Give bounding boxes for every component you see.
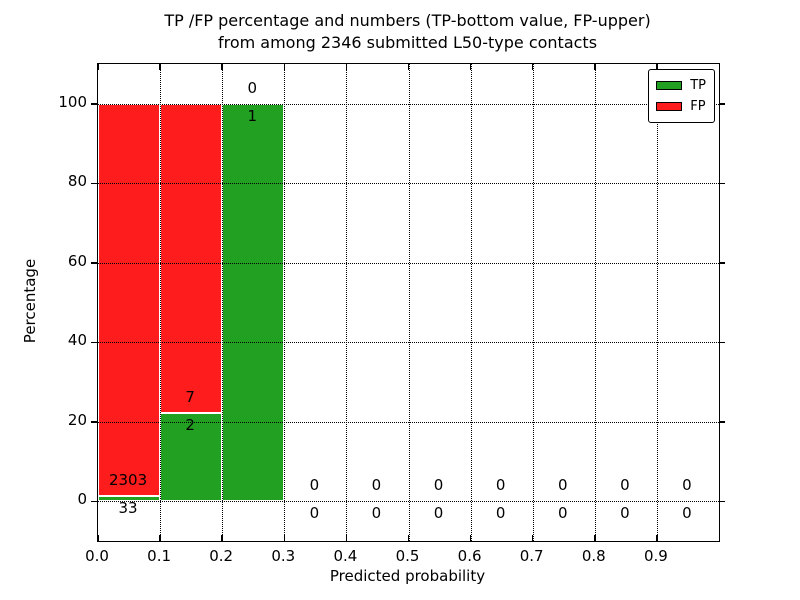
fp-count-label: 0 bbox=[495, 476, 506, 495]
vertical-gridline bbox=[284, 64, 286, 541]
x-tick-mark-bottom bbox=[407, 535, 410, 541]
legend: TP FP bbox=[648, 69, 715, 123]
y-tick-mark-left bbox=[90, 341, 97, 343]
tp-count-label: 0 bbox=[371, 504, 382, 523]
x-tick-mark-top bbox=[345, 64, 348, 70]
vertical-gridline bbox=[160, 64, 162, 541]
y-tick-mark-right bbox=[719, 103, 725, 105]
tp-count-label: 0 bbox=[433, 504, 444, 523]
vertical-gridline bbox=[408, 64, 410, 541]
y-tick-mark-right bbox=[719, 182, 725, 184]
x-tick-mark-top bbox=[221, 64, 223, 70]
vertical-gridline bbox=[532, 64, 534, 541]
x-tick-mark-bottom bbox=[159, 535, 161, 541]
x-tick-mark-bottom bbox=[656, 535, 658, 541]
vertical-gridline bbox=[222, 64, 224, 541]
tp-count-label: 0 bbox=[620, 504, 630, 523]
tp-count-label: 0 bbox=[682, 504, 692, 523]
vertical-gridline bbox=[656, 64, 658, 541]
y-tick-mark-right bbox=[719, 500, 725, 502]
x-tick-label: 0.4 bbox=[333, 547, 358, 565]
y-tick-mark-right bbox=[719, 262, 725, 264]
x-tick-label: 0.2 bbox=[209, 547, 234, 565]
plot-area: TP FP bbox=[90, 63, 725, 542]
x-tick-mark-top bbox=[407, 64, 410, 70]
x-tick-mark-bottom bbox=[345, 535, 348, 541]
y-tick-mark-left bbox=[90, 500, 97, 502]
fp-count-label: 0 bbox=[309, 476, 320, 495]
chart-title-line-1: TP /FP percentage and numbers (TP-bottom… bbox=[164, 11, 651, 30]
fp-count-label: 2303 bbox=[108, 470, 148, 489]
y-tick-mark-left bbox=[90, 103, 97, 105]
tp-count-label: 2 bbox=[185, 415, 195, 434]
fp-count-label: 0 bbox=[682, 476, 692, 495]
x-tick-mark-bottom bbox=[531, 535, 534, 541]
fp-bar-segment bbox=[160, 103, 223, 413]
tp-legend-swatch bbox=[656, 81, 683, 90]
x-tick-mark-top bbox=[159, 64, 161, 70]
x-tick-mark-top bbox=[531, 64, 534, 70]
x-tick-label: 0.5 bbox=[395, 547, 420, 565]
y-tick-mark-right bbox=[719, 341, 725, 343]
x-axis-label: Predicted probability bbox=[329, 567, 486, 585]
y-tick-label: 80 bbox=[67, 172, 87, 191]
tp-bar-segment bbox=[222, 103, 285, 502]
x-tick-mark-top bbox=[594, 64, 596, 70]
x-tick-mark-top bbox=[97, 64, 99, 70]
chart-title: TP /FP percentage and numbers (TP-bottom… bbox=[97, 10, 718, 54]
y-axis-label: Percentage bbox=[21, 258, 39, 344]
x-tick-mark-top bbox=[469, 64, 472, 70]
y-tick-label: 60 bbox=[67, 251, 87, 270]
x-tick-label: 0.3 bbox=[271, 547, 296, 565]
fp-count-label: 0 bbox=[557, 476, 568, 495]
tp-legend-label: TP bbox=[690, 78, 706, 93]
tp-count-label: 0 bbox=[557, 504, 568, 523]
x-tick-label: 0.0 bbox=[85, 547, 109, 565]
vertical-gridline bbox=[594, 64, 596, 541]
tp-bar-segment bbox=[160, 412, 223, 502]
x-tick-label: 0.8 bbox=[581, 547, 606, 565]
y-tick-label: 40 bbox=[67, 331, 87, 350]
y-tick-label: 0 bbox=[77, 490, 87, 509]
tp-count-label: 1 bbox=[247, 106, 258, 125]
x-tick-mark-bottom bbox=[594, 535, 596, 541]
x-tick-mark-top bbox=[283, 64, 286, 70]
vertical-gridline bbox=[470, 64, 472, 541]
fp-count-label: 0 bbox=[371, 476, 382, 495]
y-tick-mark-right bbox=[719, 421, 725, 423]
fp-bar-segment bbox=[98, 103, 161, 496]
chart-title-line-2: from among 2346 submitted L50-type conta… bbox=[217, 33, 598, 52]
x-tick-mark-bottom bbox=[221, 535, 223, 541]
fp-count-label: 7 bbox=[185, 388, 195, 406]
y-tick-mark-left bbox=[90, 262, 97, 264]
y-tick-label: 100 bbox=[58, 92, 87, 111]
fp-count-label: 0 bbox=[620, 476, 630, 495]
x-tick-label: 0.9 bbox=[643, 547, 668, 565]
y-tick-mark-left bbox=[90, 421, 97, 423]
vertical-gridline bbox=[346, 64, 348, 541]
tp-count-label: 0 bbox=[309, 504, 320, 523]
fp-legend-label: FP bbox=[690, 99, 706, 114]
y-tick-mark-left bbox=[90, 182, 97, 184]
fp-count-label: 0 bbox=[433, 476, 444, 495]
x-tick-label: 0.7 bbox=[519, 547, 544, 565]
x-tick-mark-bottom bbox=[283, 535, 286, 541]
tp-count-label: 33 bbox=[118, 498, 138, 517]
fp-legend-swatch bbox=[656, 102, 683, 111]
x-tick-mark-bottom bbox=[469, 535, 472, 541]
tp-count-label: 0 bbox=[495, 504, 506, 523]
y-tick-label: 20 bbox=[67, 410, 87, 429]
legend-entry-fp: FP bbox=[656, 96, 706, 117]
x-tick-mark-bottom bbox=[97, 535, 99, 541]
x-tick-label: 0.6 bbox=[457, 547, 482, 565]
tp-bar-segment bbox=[98, 495, 161, 502]
x-tick-mark-top bbox=[656, 64, 658, 70]
legend-entry-tp: TP bbox=[656, 75, 706, 96]
x-tick-label: 0.1 bbox=[147, 547, 172, 565]
fp-count-label: 0 bbox=[247, 78, 258, 97]
